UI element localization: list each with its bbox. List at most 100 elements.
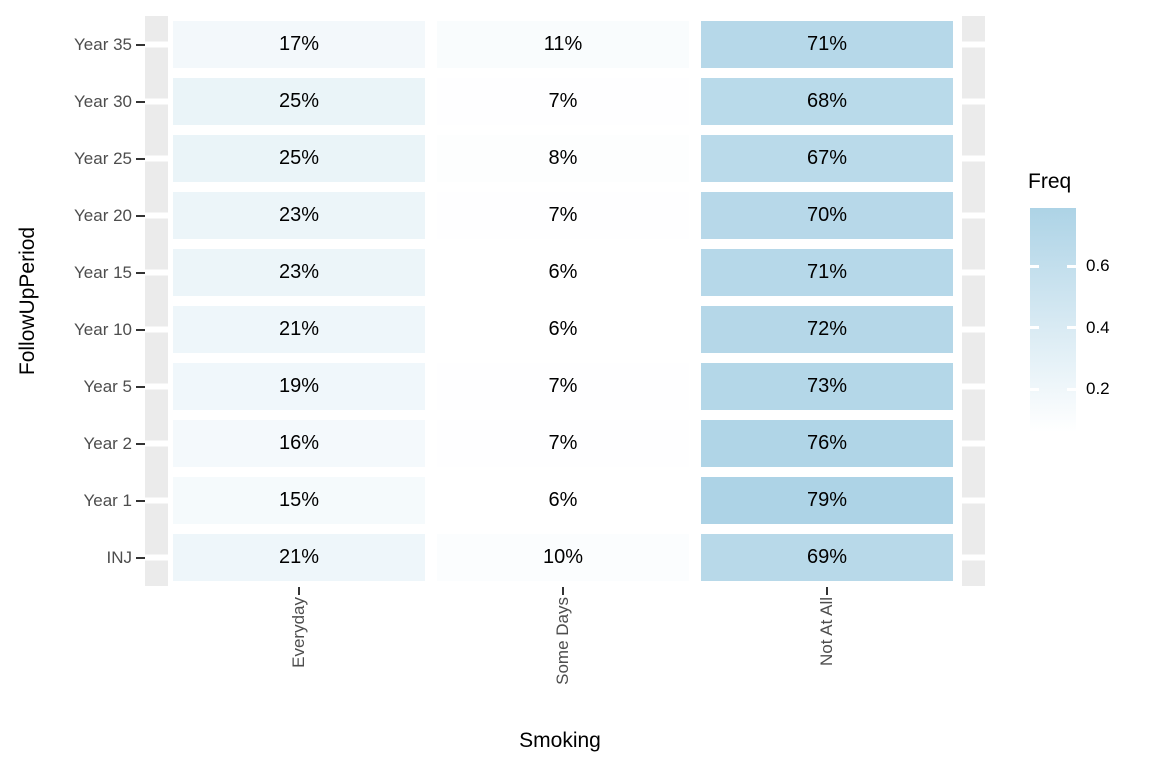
- y-tick-label: Year 15: [74, 262, 132, 282]
- heatmap-cell: 7%: [437, 363, 689, 410]
- heatmap-cell: 6%: [437, 477, 689, 524]
- legend-tick-label: 0.6: [1086, 256, 1110, 276]
- cell-value-label: 23%: [278, 261, 320, 283]
- y-tick-mark: [136, 214, 145, 217]
- heatmap-cell: 72%: [701, 306, 953, 353]
- cell-value-label: 8%: [548, 147, 578, 169]
- y-tick-mark: [136, 100, 145, 103]
- y-tick-mark: [136, 328, 145, 331]
- cell-value-label: 67%: [806, 147, 848, 169]
- heatmap-cell: 16%: [173, 420, 425, 467]
- legend-title: Freq: [1028, 170, 1072, 193]
- legend-tick-label: 0.4: [1086, 317, 1110, 337]
- y-tick-label: Year 5: [83, 376, 132, 396]
- cell-value-label: 7%: [548, 432, 578, 454]
- cell-value-label: 25%: [278, 147, 320, 169]
- cell-value-label: 25%: [278, 90, 320, 112]
- cell-value-label: 71%: [806, 261, 848, 283]
- cell-value-label: 6%: [548, 489, 578, 511]
- cell-value-label: 7%: [548, 90, 578, 112]
- cell-value-label: 7%: [548, 375, 578, 397]
- heatmap-cell: 25%: [173, 135, 425, 182]
- heatmap-cell: 17%: [173, 21, 425, 68]
- heatmap-cell: 71%: [701, 249, 953, 296]
- y-tick-label: Year 10: [74, 319, 132, 339]
- heatmap-cell: 7%: [437, 192, 689, 239]
- heatmap-cell: 68%: [701, 78, 953, 125]
- y-axis-title: FollowUpPeriod: [16, 226, 39, 376]
- y-tick-mark: [136, 442, 145, 445]
- cell-value-label: 16%: [278, 432, 320, 454]
- heatmap-cell: 25%: [173, 78, 425, 125]
- heatmap-cell: 8%: [437, 135, 689, 182]
- legend-tick-mark: [1067, 387, 1076, 391]
- legend-tick-mark: [1030, 326, 1039, 330]
- cell-value-label: 70%: [806, 204, 848, 226]
- heatmap-cell: 21%: [173, 306, 425, 353]
- cell-value-label: 72%: [806, 318, 848, 340]
- legend-tick-mark: [1067, 326, 1076, 330]
- cell-value-label: 19%: [278, 375, 320, 397]
- heatmap-cell: 23%: [173, 249, 425, 296]
- legend-gradient-bar: [1030, 208, 1076, 432]
- y-tick-label: Year 25: [74, 148, 132, 168]
- heatmap-cell: 19%: [173, 363, 425, 410]
- x-tick-label: Everyday: [289, 597, 308, 668]
- cell-value-label: 76%: [806, 432, 848, 454]
- heatmap-cell: 70%: [701, 192, 953, 239]
- cell-value-label: 17%: [278, 33, 320, 55]
- legend-tick-label: 0.2: [1086, 379, 1110, 399]
- x-axis-title: Smoking: [519, 729, 601, 752]
- cell-value-label: 10%: [542, 546, 584, 568]
- cell-value-label: 6%: [548, 261, 578, 283]
- heatmap-cell: 23%: [173, 192, 425, 239]
- heatmap-cell: 7%: [437, 78, 689, 125]
- y-tick-label: Year 1: [83, 490, 132, 510]
- cell-value-label: 15%: [278, 489, 320, 511]
- cell-value-label: 68%: [806, 90, 848, 112]
- cell-value-label: 71%: [806, 33, 848, 55]
- x-tick-label: Not At All: [817, 597, 836, 666]
- x-tick-mark: [826, 587, 828, 595]
- cell-value-label: 7%: [548, 204, 578, 226]
- cell-value-label: 21%: [278, 318, 320, 340]
- heatmap-cell: 15%: [173, 477, 425, 524]
- y-tick-label: Year 30: [74, 91, 132, 111]
- legend-tick-mark: [1030, 387, 1039, 391]
- y-tick-mark: [136, 157, 145, 160]
- cell-value-label: 79%: [806, 489, 848, 511]
- heatmap-cell: 21%: [173, 534, 425, 581]
- plot-panel: 17% 11% 71% 25% 7% 68% 25% 8% 67% 23% 7% 70% 23% 6% 71…: [145, 16, 985, 586]
- legend-tick-mark: [1067, 264, 1076, 268]
- cell-value-label: 69%: [806, 546, 848, 568]
- heatmap-cell: 69%: [701, 534, 953, 581]
- cell-value-label: 21%: [278, 546, 320, 568]
- panel-grey-strip-left: [145, 16, 168, 586]
- y-tick-label: INJ: [106, 547, 133, 567]
- heatmap-cell: 6%: [437, 306, 689, 353]
- legend-tick-mark: [1030, 264, 1039, 268]
- cell-value-label: 6%: [548, 318, 578, 340]
- y-tick-mark: [136, 385, 145, 388]
- heatmap-cell: 10%: [437, 534, 689, 581]
- heatmap-cell: 6%: [437, 249, 689, 296]
- y-tick-mark: [136, 271, 145, 274]
- heatmap-cell: 71%: [701, 21, 953, 68]
- y-tick-label: Year 35: [74, 34, 132, 54]
- heatmap-cell: 76%: [701, 420, 953, 467]
- cell-value-label: 73%: [806, 375, 848, 397]
- y-tick-label: Year 2: [83, 433, 132, 453]
- x-tick-mark: [298, 587, 300, 595]
- heatmap-cell: 79%: [701, 477, 953, 524]
- heatmap-cell: 11%: [437, 21, 689, 68]
- cell-value-label: 11%: [543, 33, 583, 55]
- panel-grey-strip-right: [962, 16, 985, 586]
- y-tick-mark: [136, 499, 145, 502]
- cell-value-label: 23%: [278, 204, 320, 226]
- heatmap-cell: 73%: [701, 363, 953, 410]
- heatmap-cell: 67%: [701, 135, 953, 182]
- y-tick-mark: [136, 556, 145, 559]
- y-tick-label: Year 20: [74, 205, 132, 225]
- x-tick-mark: [562, 587, 564, 595]
